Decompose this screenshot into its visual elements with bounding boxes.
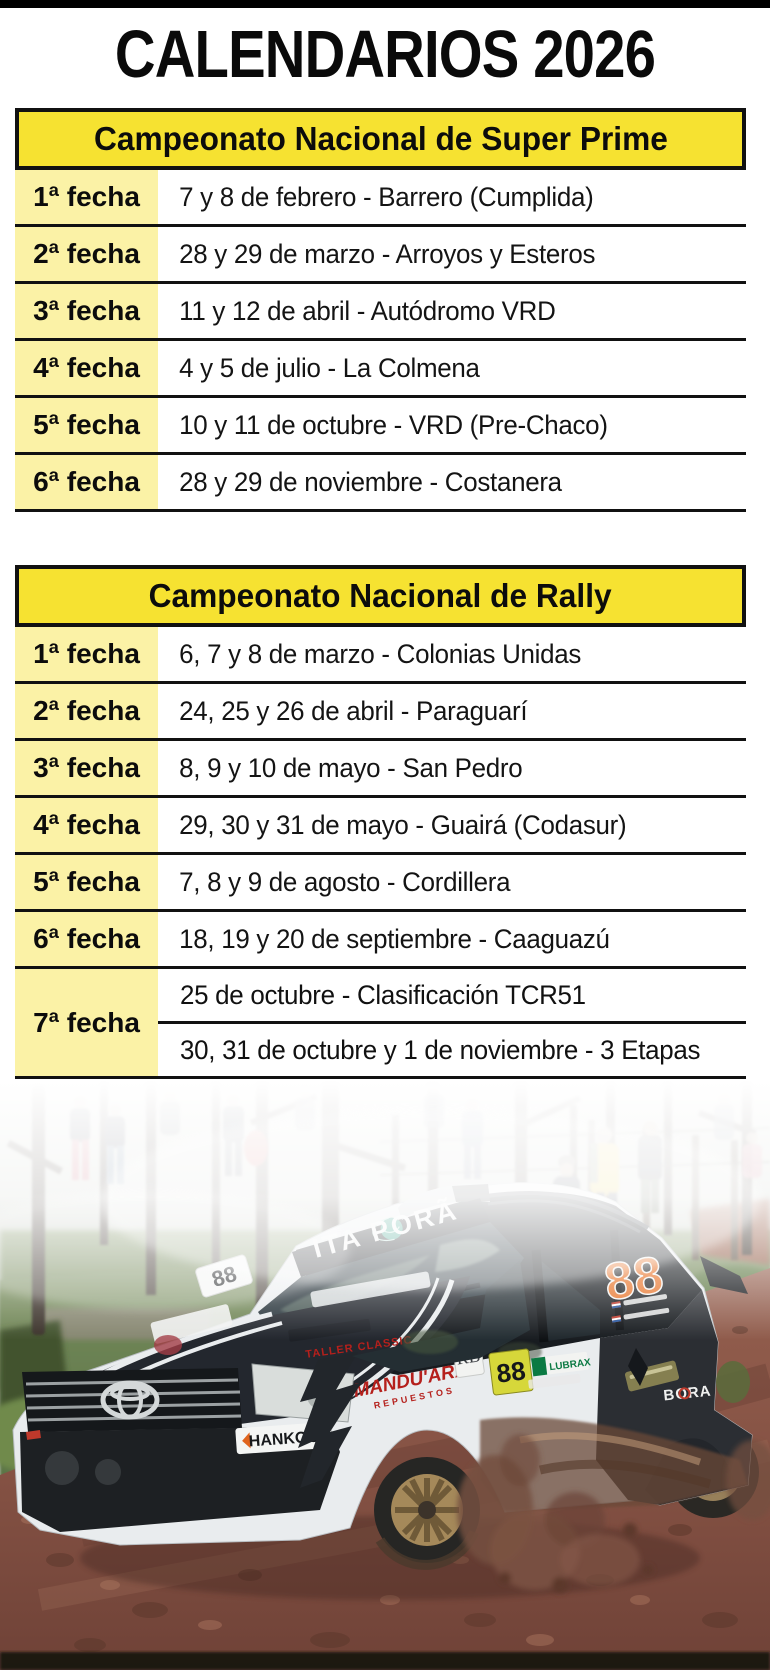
- fog-patch: [0, 1190, 350, 1310]
- super-prime-header: Campeonato Nacional de Super Prime: [15, 108, 746, 170]
- round-event: 18, 19 y 20 de septiembre - Caaguazú: [179, 923, 610, 954]
- round-label: 6ª fecha: [15, 455, 158, 509]
- round-event: 6, 7 y 8 de marzo - Colonias Unidas: [179, 638, 582, 669]
- round-event: 7 y 8 de febrero - Barrero (Cumplida): [179, 181, 594, 212]
- table-row: 1ª fecha 7 y 8 de febrero - Barrero (Cum…: [15, 170, 746, 227]
- table-row: 5ª fecha 10 y 11 de octubre - VRD (Pre-C…: [15, 398, 746, 455]
- table-row: 4ª fecha 29, 30 y 31 de mayo - Guairá (C…: [15, 798, 746, 855]
- table-row: 1ª fecha 6, 7 y 8 de marzo - Colonias Un…: [15, 627, 746, 684]
- round-label: 3ª fecha: [15, 284, 158, 338]
- rally-title: Campeonato Nacional de Rally: [148, 577, 612, 614]
- door-plate-88: 88: [495, 1355, 527, 1388]
- round-label: 5ª fecha: [15, 855, 158, 909]
- round-label: 4ª fecha: [15, 798, 158, 852]
- round-label: 4ª fecha: [15, 341, 158, 395]
- table-row: 2ª fecha 24, 25 y 26 de abril - Paraguar…: [15, 684, 746, 741]
- round-event: 29, 30 y 31 de mayo - Guairá (Codasur): [179, 809, 627, 840]
- table-row: 6ª fecha 18, 19 y 20 de septiembre - Caa…: [15, 912, 746, 969]
- table-row: 3ª fecha 8, 9 y 10 de mayo - San Pedro: [15, 741, 746, 798]
- rally-header: Campeonato Nacional de Rally: [15, 565, 746, 627]
- table-row-double: 7ª fecha 25 de octubre - Clasificación T…: [15, 969, 746, 1079]
- rally-table: Campeonato Nacional de Rally 1ª fecha 6,…: [15, 565, 746, 1079]
- round-label: 1ª fecha: [15, 170, 158, 224]
- toyota-emblem: [100, 1380, 160, 1420]
- bora-text: BORA: [663, 1383, 713, 1405]
- round-event: 28 y 29 de marzo - Arroyos y Esteros: [179, 238, 596, 269]
- round-event: 11 y 12 de abril - Autódromo VRD: [179, 295, 556, 326]
- round-label: 6ª fecha: [15, 912, 158, 966]
- table-row: 5ª fecha 7, 8 y 9 de agosto - Cordillera: [15, 855, 746, 912]
- fender-zigzag: [298, 1352, 362, 1488]
- front-fascia: HANKOOK: [20, 1352, 362, 1532]
- round-event: 7, 8 y 9 de agosto - Cordillera: [179, 866, 511, 897]
- round-label: 3ª fecha: [15, 741, 158, 795]
- bottom-blur-strip: [0, 1652, 770, 1670]
- rally-photo: ITA PORÃ 88: [0, 1080, 770, 1670]
- super-prime-title: Campeonato Nacional de Super Prime: [93, 120, 668, 157]
- round-label: 5ª fecha: [15, 398, 158, 452]
- mud-spray: [457, 1434, 770, 1593]
- table-row: 3ª fecha 11 y 12 de abril - Autódromo VR…: [15, 284, 746, 341]
- lubrax-text: LUBRAX: [549, 1357, 592, 1373]
- table-row: 6ª fecha 28 y 29 de noviembre - Costaner…: [15, 455, 746, 512]
- round-label: 7ª fecha: [15, 969, 158, 1076]
- round-event: 30, 31 de octubre y 1 de noviembre - 3 E…: [180, 1034, 701, 1065]
- round-event: 24, 25 y 26 de abril - Paraguarí: [179, 695, 528, 726]
- round-label: 2ª fecha: [15, 227, 158, 281]
- round-event: 8, 9 y 10 de mayo - San Pedro: [179, 752, 523, 783]
- top-black-bar: [0, 0, 770, 8]
- table-row: 2ª fecha 28 y 29 de marzo - Arroyos y Es…: [15, 227, 746, 284]
- round-event: 28 y 29 de noviembre - Costanera: [179, 466, 562, 497]
- page-title: CALENDARIOS 2026: [114, 16, 656, 92]
- round-event: 4 y 5 de julio - La Colmena: [179, 352, 480, 383]
- round-label: 2ª fecha: [15, 684, 158, 738]
- round-event: 10 y 11 de octubre - VRD (Pre-Chaco): [179, 409, 608, 440]
- super-prime-table: Campeonato Nacional de Super Prime 1ª fe…: [15, 108, 746, 512]
- round-label: 1ª fecha: [15, 627, 158, 681]
- table-row: 4ª fecha 4 y 5 de julio - La Colmena: [15, 341, 746, 398]
- round-event: 25 de octubre - Clasificación TCR51: [158, 969, 746, 1024]
